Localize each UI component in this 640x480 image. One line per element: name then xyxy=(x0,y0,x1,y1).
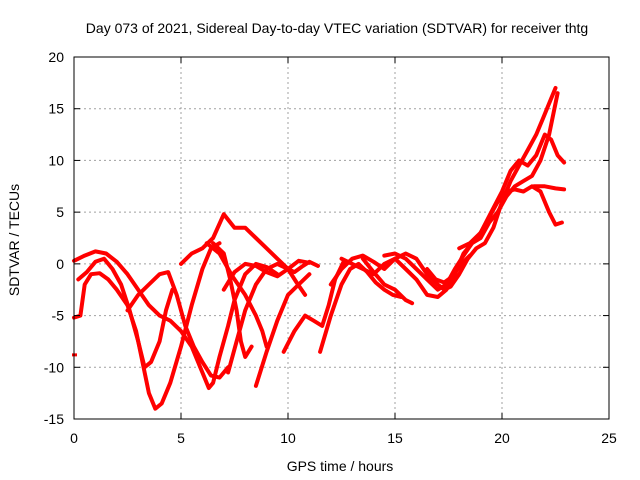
series-line-pass-7 xyxy=(226,261,308,375)
y-tick-label: 20 xyxy=(48,49,64,65)
series-line-pass-18 xyxy=(532,184,567,192)
series-line-pass-11 xyxy=(281,259,346,354)
series-group xyxy=(72,86,567,411)
x-tick-label: 10 xyxy=(280,430,296,446)
series-line-pass-17 xyxy=(457,132,567,251)
series-line-pass-14 xyxy=(339,91,560,299)
y-tick-label: -10 xyxy=(44,359,64,375)
axis-ticks: 0 5 10 15 20 25 -15 -10 -5 0 5 10 15 20 xyxy=(44,49,617,446)
series-line-pass-1 xyxy=(72,241,222,411)
series-line-pass-6 xyxy=(211,241,254,359)
x-tick-label: 25 xyxy=(601,430,617,446)
series-line-pass-10 xyxy=(253,272,312,388)
grid-lines xyxy=(74,57,609,419)
series-line-pass-12 xyxy=(318,261,404,354)
series-line-pass-4 xyxy=(125,270,231,380)
plot-frame xyxy=(73,56,610,420)
y-tick-label: 5 xyxy=(56,204,64,220)
y-axis-label: SDTVAR / TECUs xyxy=(6,184,22,296)
x-tick-label: 20 xyxy=(494,430,510,446)
y-tick-label: 0 xyxy=(56,256,64,272)
x-axis-label: GPS time / hours xyxy=(287,458,394,474)
series-line-pass-9 xyxy=(204,241,269,349)
x-tick-label: 0 xyxy=(70,430,78,446)
y-tick-label: -5 xyxy=(52,308,65,324)
x-tick-label: 5 xyxy=(177,430,185,446)
y-tick-label: 15 xyxy=(48,101,64,117)
series-line-pass-13 xyxy=(328,86,558,292)
series-line-pass-19 xyxy=(425,253,472,285)
chart-title: Day 073 of 2021, Sidereal Day-to-day VTE… xyxy=(86,20,588,36)
series-line-pass-8 xyxy=(221,258,312,292)
y-tick-label: -15 xyxy=(44,411,64,427)
y-tick-label: 10 xyxy=(48,152,64,168)
x-tick-label: 15 xyxy=(387,430,403,446)
series-line-pass-15 xyxy=(360,256,415,306)
